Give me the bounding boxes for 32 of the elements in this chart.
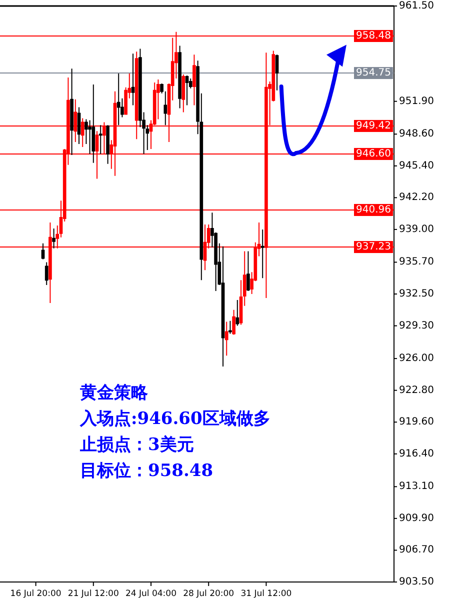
annotation: 目标位：958.48 bbox=[80, 461, 214, 481]
annotation: 入场点:946.60区域做多 bbox=[79, 409, 270, 429]
ref-line-label: 954.75 bbox=[356, 68, 391, 79]
x-tick-label: 28 Jul 20:00 bbox=[183, 589, 234, 599]
y-tick-label: 903.50 bbox=[399, 576, 434, 588]
y-tick-label: 951.90 bbox=[399, 96, 434, 107]
annotation: 黄金策略 bbox=[79, 383, 149, 403]
y-tick-label: 906.70 bbox=[399, 544, 434, 556]
y-tick-label: 909.90 bbox=[399, 512, 434, 524]
y-tick-label: 935.70 bbox=[399, 256, 434, 268]
y-tick-label: 919.60 bbox=[399, 416, 434, 428]
ref-line-label: 949.42 bbox=[356, 120, 391, 132]
x-tick-label: 16 Jul 20:00 bbox=[10, 589, 62, 599]
x-tick-label: 31 Jul 12:00 bbox=[240, 589, 292, 599]
y-tick-label: 929.30 bbox=[399, 320, 434, 332]
y-tick-label: 926.00 bbox=[399, 353, 434, 364]
y-tick-label: 922.80 bbox=[399, 384, 434, 396]
x-tick-label: 21 Jul 12:00 bbox=[68, 589, 119, 599]
ref-line-label: 940.96 bbox=[356, 204, 391, 216]
y-tick-label: 913.10 bbox=[399, 481, 434, 492]
y-tick-label: 916.40 bbox=[399, 448, 434, 460]
ref-line-label: 937.23 bbox=[356, 242, 391, 253]
annotation: 止损点：3美元 bbox=[79, 435, 194, 455]
y-tick-label: 961.50 bbox=[399, 0, 434, 12]
y-tick-label: 932.50 bbox=[399, 288, 434, 300]
y-tick-label: 939.00 bbox=[399, 224, 434, 235]
x-tick-label: 24 Jul 04:00 bbox=[126, 589, 176, 599]
y-tick-label: 945.40 bbox=[399, 160, 434, 172]
ref-line-label: 946.60 bbox=[356, 148, 391, 160]
y-tick-label: 942.20 bbox=[399, 192, 434, 204]
ref-line-label: 958.48 bbox=[356, 30, 391, 42]
y-tick-label: 948.60 bbox=[399, 128, 434, 140]
